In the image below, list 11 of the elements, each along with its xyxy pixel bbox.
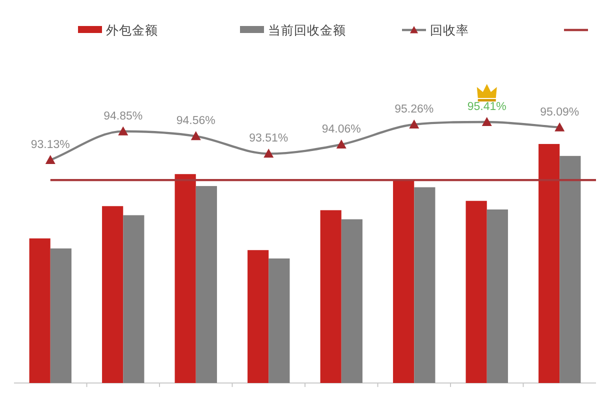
data-label: 95.41%	[467, 101, 506, 113]
legend-label: 外包金额	[106, 24, 158, 38]
data-label: 94.56%	[176, 115, 216, 128]
data-label: 95.09%	[540, 106, 580, 118]
data-label: 94.06%	[322, 124, 361, 136]
data-label: 94.85%	[104, 110, 143, 122]
data-label: 93.13%	[30, 139, 70, 151]
data-label: 95.26%	[394, 104, 434, 116]
data-label: 93.51%	[249, 132, 288, 145]
legend-label: 回收率	[430, 24, 469, 38]
legend-label: 当前回收金额	[268, 24, 346, 38]
